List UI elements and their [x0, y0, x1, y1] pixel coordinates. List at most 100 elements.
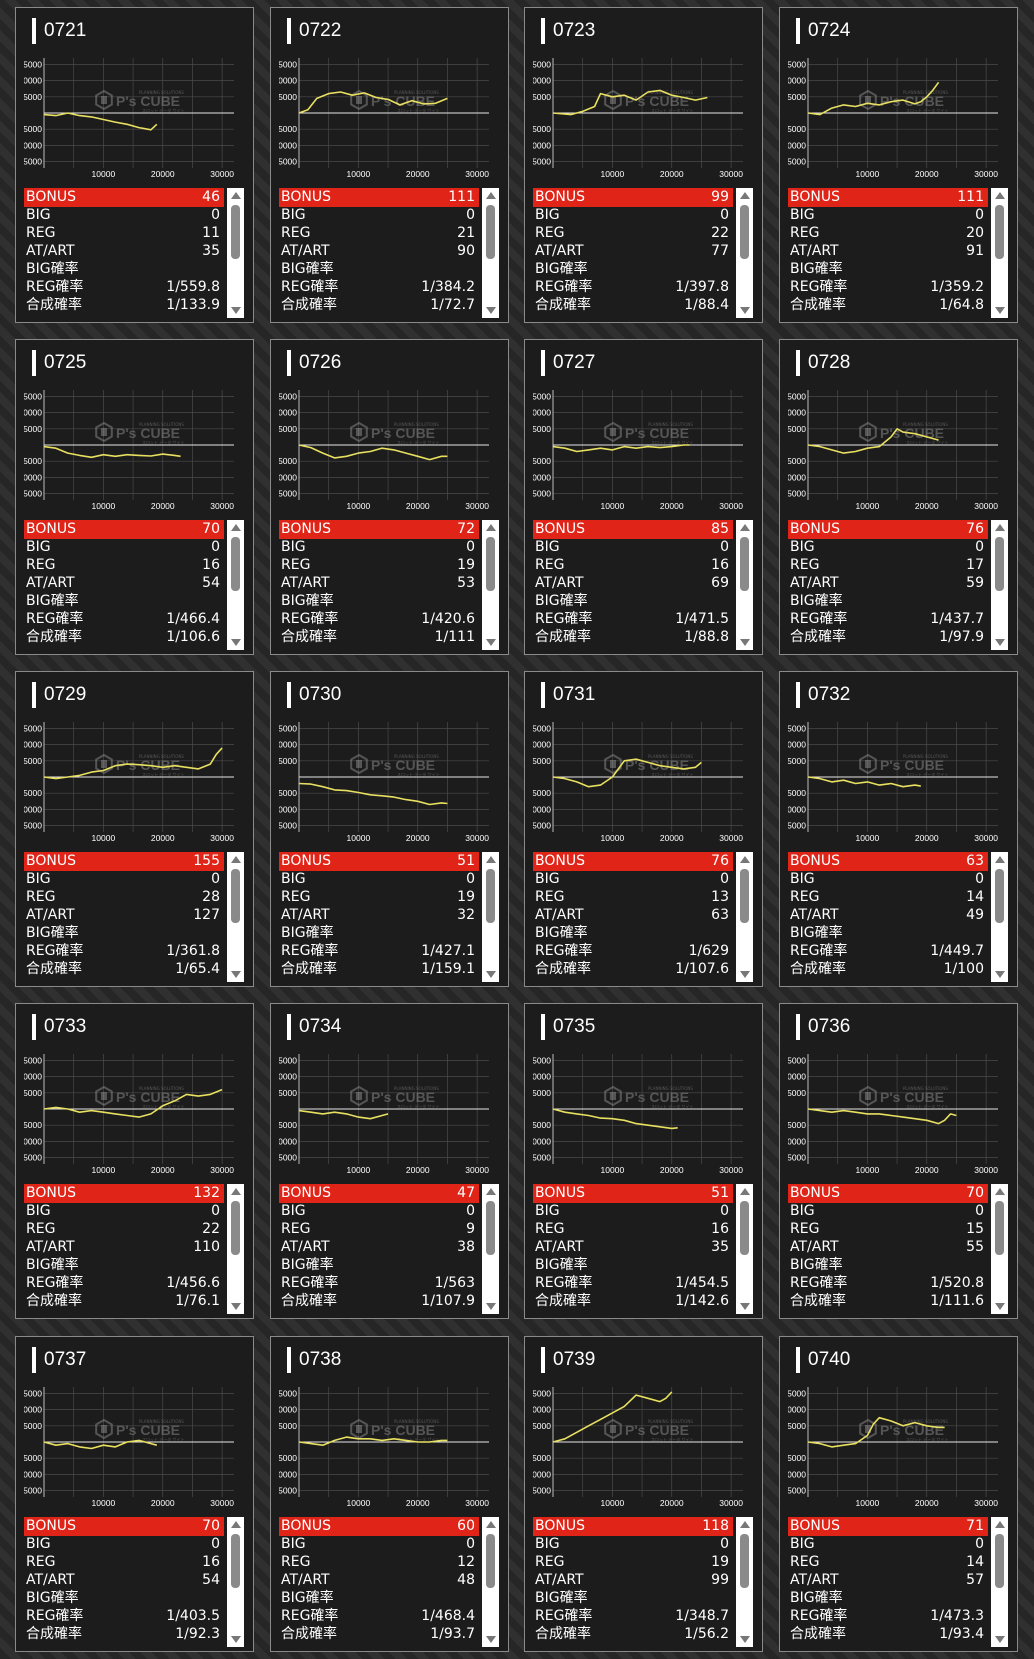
scrollbar[interactable] [736, 852, 753, 982]
scrollbar[interactable] [991, 520, 1008, 650]
machine-card[interactable]: 0732 P's CUBE PLANNING SOLUTIONS スロット データ … [779, 671, 1018, 987]
scroll-thumb[interactable] [231, 1534, 240, 1588]
scroll-down-arrow-icon[interactable] [486, 971, 496, 978]
scroll-up-arrow-icon[interactable] [486, 856, 496, 863]
scrollbar[interactable] [227, 520, 244, 650]
scroll-thumb[interactable] [995, 205, 1004, 259]
machine-number[interactable]: 0724 [796, 18, 850, 44]
scroll-up-arrow-icon[interactable] [740, 192, 750, 199]
scroll-thumb[interactable] [740, 1201, 749, 1255]
machine-number[interactable]: 0721 [32, 18, 86, 44]
scroll-thumb[interactable] [995, 1201, 1004, 1255]
scroll-up-arrow-icon[interactable] [740, 1521, 750, 1528]
scrollbar[interactable] [736, 520, 753, 650]
scroll-down-arrow-icon[interactable] [995, 971, 1005, 978]
scrollbar[interactable] [482, 1517, 499, 1647]
scroll-thumb[interactable] [486, 869, 495, 923]
scroll-up-arrow-icon[interactable] [740, 856, 750, 863]
machine-number[interactable]: 0726 [287, 350, 341, 376]
machine-card[interactable]: 0738 P's CUBE PLANNING SOLUTIONS スロット データ … [270, 1336, 509, 1652]
machine-card[interactable]: 0730 P's CUBE PLANNING SOLUTIONS スロット データ … [270, 671, 509, 987]
scroll-down-arrow-icon[interactable] [231, 971, 241, 978]
scroll-up-arrow-icon[interactable] [231, 1188, 241, 1195]
scroll-up-arrow-icon[interactable] [740, 524, 750, 531]
machine-card[interactable]: 0724 P's CUBE PLANNING SOLUTIONS スロット データ … [779, 7, 1018, 323]
machine-card[interactable]: 0731 P's CUBE PLANNING SOLUTIONS スロット データ … [524, 671, 763, 987]
scroll-down-arrow-icon[interactable] [486, 307, 496, 314]
scrollbar[interactable] [991, 1517, 1008, 1647]
scroll-thumb[interactable] [740, 205, 749, 259]
scroll-down-arrow-icon[interactable] [231, 1636, 241, 1643]
machine-card[interactable]: 0736 P's CUBE PLANNING SOLUTIONS スロット データ … [779, 1003, 1018, 1319]
scroll-down-arrow-icon[interactable] [486, 639, 496, 646]
scroll-thumb[interactable] [740, 1534, 749, 1588]
scroll-up-arrow-icon[interactable] [995, 1521, 1005, 1528]
scroll-thumb[interactable] [231, 869, 240, 923]
scrollbar[interactable] [991, 852, 1008, 982]
machine-number[interactable]: 0727 [541, 350, 595, 376]
scroll-up-arrow-icon[interactable] [231, 1521, 241, 1528]
scroll-up-arrow-icon[interactable] [486, 1521, 496, 1528]
machine-card[interactable]: 0740 P's CUBE PLANNING SOLUTIONS スロット データ … [779, 1336, 1018, 1652]
machine-number[interactable]: 0729 [32, 682, 86, 708]
scroll-up-arrow-icon[interactable] [995, 524, 1005, 531]
scrollbar[interactable] [227, 1517, 244, 1647]
machine-number[interactable]: 0723 [541, 18, 595, 44]
scroll-thumb[interactable] [486, 1201, 495, 1255]
machine-number[interactable]: 0738 [287, 1347, 341, 1373]
scrollbar[interactable] [227, 852, 244, 982]
machine-card[interactable]: 0737 P's CUBE PLANNING SOLUTIONS スロット データ … [15, 1336, 254, 1652]
scroll-down-arrow-icon[interactable] [740, 639, 750, 646]
machine-card[interactable]: 0727 P's CUBE PLANNING SOLUTIONS スロット データ … [524, 339, 763, 655]
scroll-up-arrow-icon[interactable] [995, 192, 1005, 199]
machine-card[interactable]: 0735 P's CUBE PLANNING SOLUTIONS スロット データ … [524, 1003, 763, 1319]
scroll-thumb[interactable] [486, 1534, 495, 1588]
scrollbar[interactable] [736, 188, 753, 318]
scroll-thumb[interactable] [231, 1201, 240, 1255]
machine-card[interactable]: 0739 P's CUBE PLANNING SOLUTIONS スロット データ … [524, 1336, 763, 1652]
scroll-down-arrow-icon[interactable] [231, 307, 241, 314]
scrollbar[interactable] [227, 188, 244, 318]
scroll-down-arrow-icon[interactable] [740, 307, 750, 314]
machine-card[interactable]: 0726 P's CUBE PLANNING SOLUTIONS スロット データ … [270, 339, 509, 655]
machine-number[interactable]: 0739 [541, 1347, 595, 1373]
scroll-down-arrow-icon[interactable] [486, 1303, 496, 1310]
machine-card[interactable]: 0728 P's CUBE PLANNING SOLUTIONS スロット データ … [779, 339, 1018, 655]
scroll-thumb[interactable] [995, 1534, 1004, 1588]
scrollbar[interactable] [482, 852, 499, 982]
scrollbar[interactable] [736, 1184, 753, 1314]
machine-number[interactable]: 0731 [541, 682, 595, 708]
scrollbar[interactable] [482, 520, 499, 650]
scroll-up-arrow-icon[interactable] [231, 856, 241, 863]
scroll-down-arrow-icon[interactable] [995, 639, 1005, 646]
scroll-down-arrow-icon[interactable] [740, 1303, 750, 1310]
scroll-down-arrow-icon[interactable] [740, 1636, 750, 1643]
scroll-down-arrow-icon[interactable] [995, 1303, 1005, 1310]
scroll-thumb[interactable] [231, 537, 240, 591]
scroll-up-arrow-icon[interactable] [995, 856, 1005, 863]
machine-number[interactable]: 0740 [796, 1347, 850, 1373]
scroll-thumb[interactable] [995, 869, 1004, 923]
scroll-thumb[interactable] [486, 537, 495, 591]
scroll-up-arrow-icon[interactable] [231, 192, 241, 199]
machine-card[interactable]: 0725 P's CUBE PLANNING SOLUTIONS スロット データ … [15, 339, 254, 655]
scrollbar[interactable] [991, 1184, 1008, 1314]
machine-number[interactable]: 0737 [32, 1347, 86, 1373]
machine-card[interactable]: 0733 P's CUBE PLANNING SOLUTIONS スロット データ … [15, 1003, 254, 1319]
machine-number[interactable]: 0732 [796, 682, 850, 708]
scroll-up-arrow-icon[interactable] [486, 524, 496, 531]
machine-number[interactable]: 0722 [287, 18, 341, 44]
scroll-up-arrow-icon[interactable] [995, 1188, 1005, 1195]
machine-number[interactable]: 0725 [32, 350, 86, 376]
scroll-thumb[interactable] [740, 869, 749, 923]
scroll-down-arrow-icon[interactable] [995, 1636, 1005, 1643]
scrollbar[interactable] [991, 188, 1008, 318]
scrollbar[interactable] [482, 1184, 499, 1314]
scroll-up-arrow-icon[interactable] [231, 524, 241, 531]
scroll-thumb[interactable] [995, 537, 1004, 591]
scroll-down-arrow-icon[interactable] [740, 971, 750, 978]
machine-card[interactable]: 0729 P's CUBE PLANNING SOLUTIONS スロット データ … [15, 671, 254, 987]
machine-number[interactable]: 0733 [32, 1014, 86, 1040]
scroll-up-arrow-icon[interactable] [486, 1188, 496, 1195]
machine-card[interactable]: 0721 P's CUBE PLANNING SOLUTIONS スロット データ … [15, 7, 254, 323]
